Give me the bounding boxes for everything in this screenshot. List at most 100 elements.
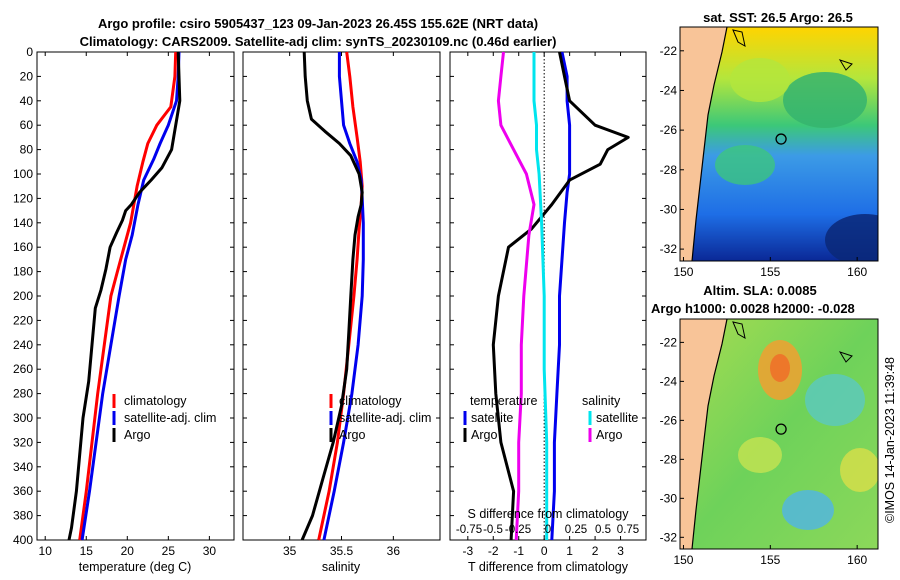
- imos-timestamp: ©IMOS 14-Jan-2023 11:39:48: [883, 357, 897, 523]
- s-difference-xlabel: S difference from climatology: [468, 507, 630, 521]
- difference-ticks: -3 -2 -1 0 1 2 3: [450, 51, 646, 558]
- lat-tick-label: -28: [660, 163, 678, 177]
- x-tick-label: -2: [488, 544, 499, 558]
- lat-tick-label: -32: [660, 530, 678, 544]
- x-tick-label: 25: [162, 544, 176, 558]
- y-tick-label: 180: [13, 265, 33, 279]
- title-line-1: Argo profile: csiro 5905437_123 09-Jan-2…: [98, 16, 538, 31]
- x-tick-label: 36: [387, 544, 401, 558]
- difference-legend: temperature satellite Argo salinity sate…: [463, 394, 638, 442]
- temperature-series: [67, 51, 182, 541]
- land-australia: [680, 27, 727, 261]
- y-tick-label: 140: [13, 216, 33, 230]
- legend-t-satellite-label: satellite: [471, 411, 513, 425]
- t-difference-xlabel: T difference from climatology: [468, 560, 629, 574]
- sla-map-panel: Altim. SLA: 0.0085 Argo h1000: 0.0028 h2…: [651, 283, 879, 567]
- sst-warm-patch: [730, 58, 790, 102]
- difference-panel: -3 -2 -1 0 1 2 3 T difference from climatology…: [449, 51, 647, 574]
- coastline: [691, 319, 728, 549]
- salinity-ticks: 35 35.5 36: [243, 51, 440, 558]
- lon-tick-label: 150: [673, 265, 693, 279]
- lon-tick-label: 150: [673, 553, 693, 567]
- sst-map-panel: sat. SST: 26.5 Argo: 26.5 150 155 160 -22 -2…: [660, 10, 879, 279]
- salinity-legend: climatology satellite-adj. clim Argo: [329, 394, 431, 442]
- s-tick-label: 0: [545, 524, 551, 536]
- sst-map-title: sat. SST: 26.5 Argo: 26.5: [703, 10, 853, 25]
- y-tick-label: 80: [20, 143, 34, 157]
- y-tick-label: 240: [13, 338, 33, 352]
- s-tick-label: 0.75: [617, 524, 639, 536]
- sst-cool-eddy: [783, 72, 867, 128]
- temperature-ticks: 0 20 40 60 80 100 120 140 160 180 200 220 240 260 280 3…: [13, 45, 234, 558]
- coastline: [691, 27, 728, 261]
- x-tick-label: 2: [592, 544, 599, 558]
- y-tick-label: 340: [13, 460, 33, 474]
- series-argo: [67, 51, 182, 541]
- y-tick-label: 300: [13, 411, 33, 425]
- sla-map-subtitle: Argo h1000: 0.0028 h2000: -0.028: [651, 301, 855, 316]
- y-tick-label: 200: [13, 289, 33, 303]
- x-tick-label: 15: [80, 544, 94, 558]
- sla-map-ticks: 150 155 160 -22 -24 -26 -28 -30 -32: [660, 335, 868, 567]
- temperature-axes-box: [36, 51, 235, 541]
- lat-tick-label: -24: [660, 374, 678, 388]
- x-tick-label: 1: [566, 544, 573, 558]
- y-tick-label: 260: [13, 362, 33, 376]
- x-tick-label: 10: [39, 544, 53, 558]
- difference-series: [491, 51, 630, 541]
- series-temperature-argo: [491, 51, 630, 541]
- legend-argo-label: Argo: [339, 428, 365, 442]
- series-satellite-adj-clim: [80, 51, 181, 541]
- y-tick-label: 0: [26, 45, 33, 59]
- lon-tick-label: 160: [847, 265, 867, 279]
- x-tick-label: 30: [203, 544, 217, 558]
- salinity-xlabel: salinity: [322, 560, 361, 574]
- y-tick-label: 320: [13, 435, 33, 449]
- lat-tick-label: -32: [660, 242, 678, 256]
- reef-outline: [732, 321, 746, 339]
- y-tick-label: 120: [13, 191, 33, 205]
- sla-high-core: [770, 354, 790, 382]
- sla-low-eddy: [805, 374, 865, 426]
- sla-warm-patch: [840, 448, 878, 492]
- x-tick-label: 20: [121, 544, 135, 558]
- salinity-axes-box: [242, 51, 441, 541]
- temperature-legend: climatology satellite-adj. clim Argo: [112, 394, 216, 442]
- s-difference-ticklabels: -0.75 -0.5 -0.25 0 0.25 0.5 0.75: [456, 524, 639, 536]
- x-tick-label: -3: [462, 544, 473, 558]
- y-tick-label: 100: [13, 167, 33, 181]
- sst-map-box: [679, 26, 879, 262]
- y-tick-label: 160: [13, 240, 33, 254]
- x-tick-label: 35.5: [330, 544, 354, 558]
- s-tick-label: -0.5: [483, 524, 503, 536]
- series-satellite-adj-clim: [322, 52, 365, 541]
- legend-s-argo-label: Argo: [596, 428, 622, 442]
- salinity-series: [300, 51, 365, 541]
- title-line-2: Climatology: CARS2009. Satellite-adj cli…: [80, 34, 557, 49]
- lat-tick-label: -24: [660, 83, 678, 97]
- legend-climatology-label: climatology: [339, 394, 402, 408]
- legend-t-argo-label: Argo: [471, 428, 497, 442]
- series-argo: [300, 51, 364, 541]
- lat-tick-label: -26: [660, 413, 678, 427]
- series-climatology: [317, 51, 364, 541]
- sla-map-box: [679, 318, 879, 550]
- sla-low-eddy: [782, 490, 834, 530]
- series-temperature-satellite: [550, 51, 572, 541]
- temperature-xlabel: temperature (deg C): [79, 560, 192, 574]
- legend-s-satellite-label: satellite: [596, 411, 638, 425]
- lat-tick-label: -30: [660, 491, 678, 505]
- legend-title-temperature: temperature: [470, 394, 537, 408]
- x-tick-label: -1: [513, 544, 524, 558]
- y-tick-label: 380: [13, 509, 33, 523]
- legend-climatology-label: climatology: [124, 394, 187, 408]
- y-tick-label: 360: [13, 484, 33, 498]
- y-tick-label: 280: [13, 387, 33, 401]
- legend-title-salinity: salinity: [582, 394, 621, 408]
- legend-argo-label: Argo: [124, 428, 150, 442]
- temperature-panel: 0 20 40 60 80 100 120 140 160 180 200 220 240 260 280 3…: [13, 45, 235, 574]
- lon-tick-label: 155: [760, 553, 780, 567]
- argo-position-marker: [775, 133, 787, 145]
- land-australia: [680, 319, 727, 549]
